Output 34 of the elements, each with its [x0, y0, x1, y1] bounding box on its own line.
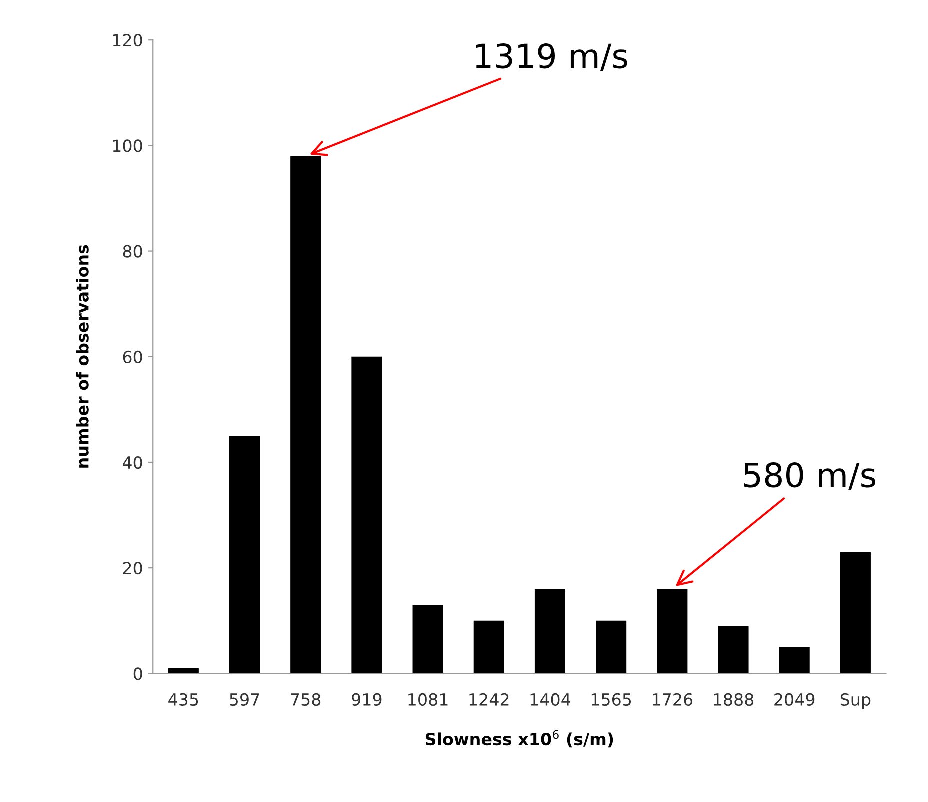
bar [534, 589, 566, 674]
bar [290, 156, 322, 674]
x-tick-label: 435 [168, 693, 198, 706]
x-axis-title: Slowness x10$^{6}$ (s/m) [426, 730, 614, 748]
y-tick-label: 60 [123, 350, 142, 364]
x-tick-label: 758 [291, 693, 321, 706]
bar [596, 620, 627, 674]
bar [718, 626, 749, 674]
x-tick-label: 1404 [530, 693, 570, 706]
x-tick-label: 1726 [653, 693, 693, 706]
x-tick-label: 597 [230, 693, 260, 706]
bar [412, 605, 444, 674]
bar [840, 552, 871, 674]
bar [474, 620, 504, 674]
x-tick-label: 1242 [470, 693, 509, 706]
bar [779, 647, 810, 674]
x-tick-label: 1565 [592, 693, 632, 706]
y-tick-label: 80 [123, 245, 142, 258]
x-tick-label: 2049 [774, 693, 815, 706]
bar [657, 589, 688, 674]
y-axis-title: number of observations [76, 245, 89, 468]
annotation: 1319 m/s [476, 43, 628, 72]
y-tick-label: 0 [134, 668, 142, 680]
y-tick-label: 100 [113, 140, 142, 152]
bar [229, 436, 260, 674]
x-tick-label: 1081 [408, 693, 448, 706]
x-tick-label: 919 [352, 693, 382, 706]
x-tick-label: 1888 [714, 693, 754, 706]
bar [352, 356, 382, 674]
y-tick-label: 40 [123, 456, 142, 470]
annotation: 580 m/s [744, 462, 876, 490]
y-tick-label: 120 [113, 34, 142, 47]
y-tick-label: 20 [123, 562, 142, 575]
x-tick-label: Sup [840, 693, 871, 710]
